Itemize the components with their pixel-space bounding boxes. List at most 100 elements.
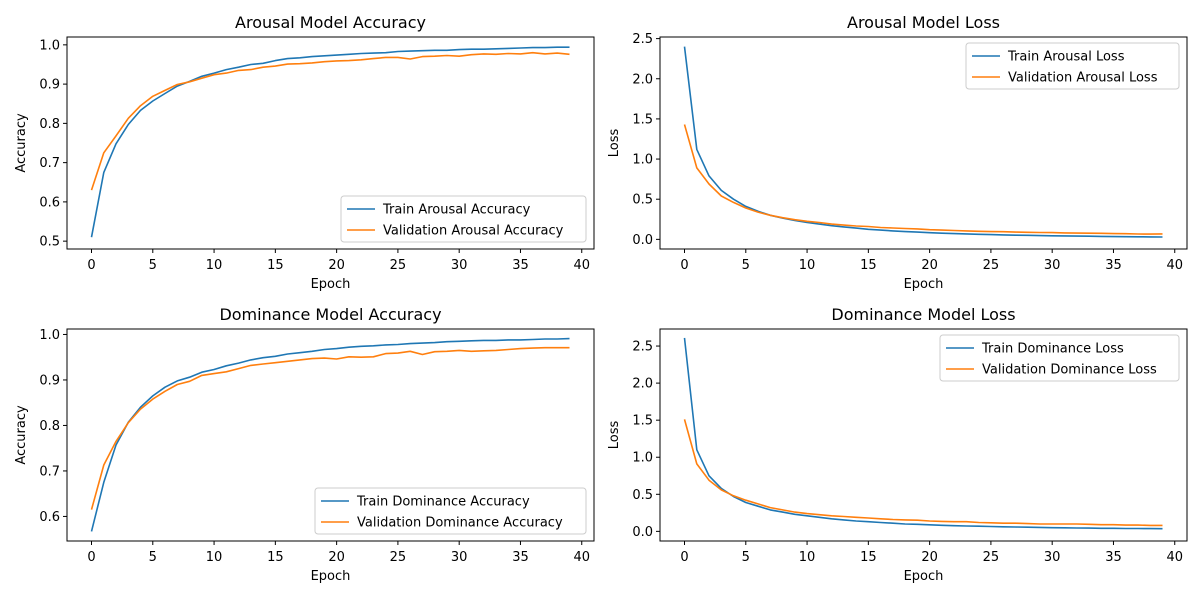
x-axis-label: Epoch (904, 569, 944, 584)
chart-title: Dominance Model Accuracy (219, 305, 441, 324)
x-tick-label: 20 (921, 258, 938, 273)
y-tick-label: 2.0 (632, 377, 653, 392)
x-tick-label: 15 (860, 258, 877, 273)
x-tick-label: 30 (1044, 550, 1061, 565)
legend-entry: Validation Dominance Accuracy (357, 516, 563, 531)
legend: Train Arousal Accuracy Validation Arousal… (340, 195, 587, 243)
y-axis-label: Loss (607, 129, 622, 158)
y-tick-label: 0.7 (39, 156, 60, 171)
x-tick-label: 0 (87, 258, 95, 273)
plot-frame (659, 328, 1188, 542)
y-tick-label: 0.8 (39, 419, 60, 434)
x-axis-label: Epoch (311, 277, 351, 292)
chart-title: Arousal Model Loss (847, 13, 1000, 32)
x-tick-label: 0 (680, 550, 688, 565)
series-line-train (90, 337, 570, 532)
x-axis-label: Epoch (311, 569, 351, 584)
x-tick-label: 20 (328, 258, 345, 273)
legend-box (939, 334, 1180, 382)
x-tick-label: 40 (1166, 258, 1183, 273)
series-line-validation (683, 124, 1163, 235)
x-tick-label: 35 (1105, 550, 1122, 565)
y-tick-label: 1.0 (632, 451, 653, 466)
y-tick-label: 0.5 (632, 488, 653, 503)
x-tick-label: 15 (267, 550, 284, 565)
legend-entry: Validation Arousal Accuracy (383, 224, 564, 239)
chart-panel-dominance-acc: Dominance Model Accuracy 0 5 10 15 20 25 30 35 40… (14, 305, 595, 584)
series-line-validation (90, 346, 570, 510)
x-tick-label: 25 (983, 550, 1000, 565)
x-tick-label: 30 (451, 258, 468, 273)
y-tick-label: 0.9 (39, 373, 60, 388)
x-tick-label: 5 (742, 550, 750, 565)
x-tick-label: 40 (573, 550, 590, 565)
x-tick-label: 40 (1166, 550, 1183, 565)
y-axis-label: Loss (607, 421, 622, 450)
plot-frame (66, 36, 595, 250)
series-line-train (683, 337, 1163, 530)
legend-entry: Train Dominance Accuracy (356, 495, 530, 510)
chart-panel-dominance-loss: Dominance Model Loss 0 5 10 15 20 25 30 35 40 0.0 0… (607, 305, 1188, 584)
y-tick-label: 0.6 (39, 510, 60, 525)
y-tick-label: 1.0 (39, 38, 60, 53)
y-tick-label: 0.6 (39, 195, 60, 210)
chart-title: Arousal Model Accuracy (235, 13, 426, 32)
x-tick-label: 35 (512, 258, 529, 273)
y-tick-label: 0.5 (39, 235, 60, 250)
x-tick-label: 15 (267, 258, 284, 273)
plot-frame (659, 36, 1188, 250)
y-tick-label: 0.7 (39, 464, 60, 479)
legend: Train Arousal Loss Validation Arousal Los… (965, 42, 1180, 90)
y-tick-label: 1.0 (632, 153, 653, 168)
series-line-validation (90, 51, 570, 191)
x-tick-label: 20 (328, 550, 345, 565)
legend: Train Dominance Accuracy Validation Domin… (314, 487, 587, 535)
legend-entry: Train Arousal Loss (1007, 50, 1125, 65)
y-tick-label: 0.9 (39, 78, 60, 93)
x-tick-label: 25 (983, 258, 1000, 273)
legend-entry: Train Arousal Accuracy (382, 203, 531, 218)
x-tick-label: 10 (799, 258, 816, 273)
y-tick-label: 1.5 (632, 112, 653, 127)
y-axis-label: Accuracy (14, 113, 29, 173)
x-tick-label: 25 (390, 258, 407, 273)
series-line-validation (683, 419, 1163, 527)
legend: Train Dominance Loss Validation Dominance… (939, 334, 1180, 382)
x-tick-label: 0 (680, 258, 688, 273)
y-tick-label: 0.0 (632, 525, 653, 540)
y-tick-label: 0.8 (39, 117, 60, 132)
legend-entry: Validation Dominance Loss (982, 363, 1157, 378)
chart-panel-arousal-acc: Arousal Model Accuracy 0 5 10 15 20 25 30 35 40 0.… (14, 13, 595, 292)
x-tick-label: 5 (149, 550, 157, 565)
x-tick-label: 30 (1044, 258, 1061, 273)
y-tick-label: 2.0 (632, 72, 653, 87)
chart-panel-arousal-loss: Arousal Model Loss 0 5 10 15 20 25 30 35 40 0.0 0.5… (607, 13, 1188, 292)
y-tick-label: 0.5 (632, 193, 653, 208)
y-axis-label: Accuracy (14, 405, 29, 465)
chart-title: Dominance Model Loss (831, 305, 1015, 324)
x-tick-label: 35 (1105, 258, 1122, 273)
y-tick-label: 0.0 (632, 233, 653, 248)
legend-box (314, 487, 587, 535)
x-tick-label: 40 (573, 258, 590, 273)
legend-entry: Train Dominance Loss (981, 342, 1124, 357)
y-tick-label: 1.5 (632, 414, 653, 429)
x-tick-label: 10 (206, 550, 223, 565)
y-tick-label: 1.0 (39, 328, 60, 343)
y-tick-label: 2.5 (632, 340, 653, 355)
x-tick-label: 5 (149, 258, 157, 273)
x-tick-label: 20 (921, 550, 938, 565)
y-tick-label: 2.5 (632, 32, 653, 47)
x-tick-label: 5 (742, 258, 750, 273)
x-tick-label: 25 (390, 550, 407, 565)
legend-box (965, 42, 1180, 90)
x-tick-label: 0 (87, 550, 95, 565)
plot-frame (66, 328, 595, 542)
x-tick-label: 30 (451, 550, 468, 565)
legend-entry: Validation Arousal Loss (1008, 71, 1158, 86)
series-line-train (90, 46, 570, 238)
legend-box (340, 195, 587, 243)
x-tick-label: 35 (512, 550, 529, 565)
x-tick-label: 10 (206, 258, 223, 273)
